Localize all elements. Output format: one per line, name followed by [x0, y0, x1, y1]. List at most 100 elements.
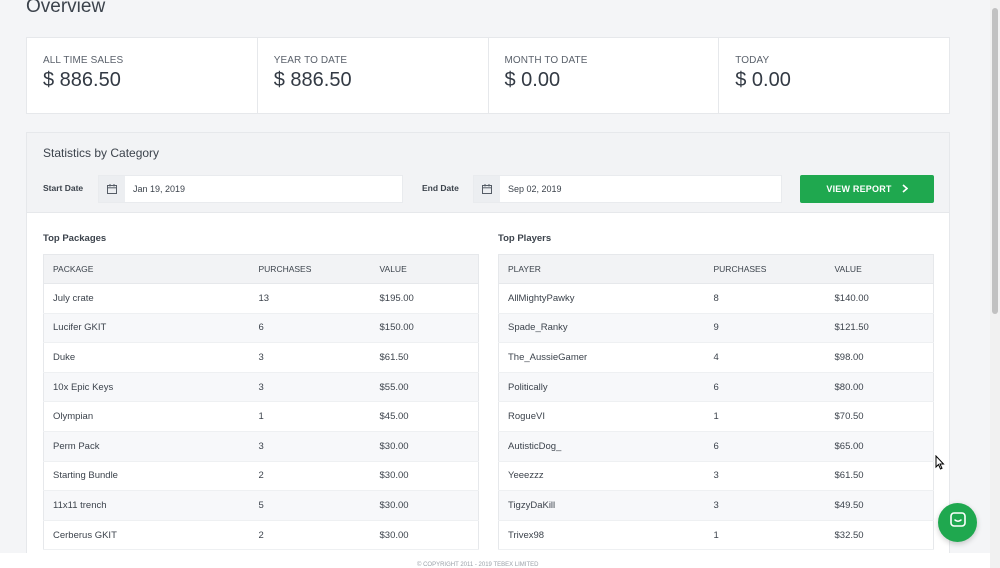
purchase-count: 3	[713, 490, 835, 521]
calendar-icon[interactable]	[474, 176, 500, 202]
purchase-count: 3	[258, 372, 380, 403]
player-name: Politically	[498, 372, 714, 403]
chat-icon	[949, 511, 967, 534]
mouse-cursor-icon	[935, 454, 945, 476]
stat-value: $ 886.50	[43, 69, 121, 91]
table-row: Olympian 1 $45.00	[43, 401, 479, 432]
table-row: RogueVI 1 $70.50	[498, 401, 934, 432]
table-row: 10x Epic Keys 3 $55.00	[43, 372, 479, 403]
chat-button[interactable]	[938, 503, 977, 542]
package-name: Perm Pack	[43, 431, 259, 462]
purchase-count: 6	[713, 431, 835, 462]
stat-year-to-date: YEAR TO DATE $ 886.50	[258, 38, 489, 113]
stat-label: MONTH TO DATE	[504, 55, 588, 66]
column-header-value[interactable]: VALUE	[834, 254, 934, 284]
stat-value: $ 0.00	[735, 69, 791, 91]
player-value: $32.50	[834, 520, 934, 551]
purchase-count: 6	[713, 372, 835, 403]
package-value: $61.50	[379, 342, 479, 373]
table-row: Cerberus GKIT 2 $30.00	[43, 520, 479, 551]
table-row: The_AussieGamer 4 $98.00	[498, 342, 934, 373]
package-name: Olympian	[43, 401, 259, 432]
player-value: $140.00	[834, 283, 934, 314]
purchase-count: 6	[258, 313, 380, 344]
start-date-label: Start Date	[43, 183, 84, 193]
column-header-player[interactable]: PLAYER	[498, 254, 714, 284]
package-name: Starting Bundle	[43, 461, 259, 492]
player-name: RogueVI	[498, 401, 714, 432]
end-date-picker[interactable]	[473, 175, 782, 203]
column-header-purchases[interactable]: PURCHASES	[258, 254, 380, 284]
sales-stats-card: ALL TIME SALES $ 886.50 YEAR TO DATE $ 8…	[26, 37, 950, 114]
table-row: 11x11 trench 5 $30.00	[43, 490, 479, 521]
category-title: Statistics by Category	[43, 146, 160, 160]
footer-bar	[0, 553, 1000, 568]
purchase-count: 3	[258, 342, 380, 373]
package-name: 10x Epic Keys	[43, 372, 259, 403]
start-date-input[interactable]	[125, 176, 402, 202]
player-name: Spade_Ranky	[498, 313, 714, 344]
player-name: Trivex98	[498, 520, 714, 551]
purchase-count: 2	[258, 520, 380, 551]
top-packages-table: PACKAGE PURCHASES VALUE July crate 13 $195…	[43, 254, 479, 551]
calendar-icon[interactable]	[99, 176, 125, 202]
player-name: AllMightyPawky	[498, 283, 714, 314]
purchase-count: 13	[258, 283, 380, 314]
purchase-count: 9	[713, 313, 835, 344]
view-report-button[interactable]: VIEW REPORT	[800, 175, 934, 203]
stat-value: $ 886.50	[273, 69, 352, 91]
player-name: AutisticDog_	[498, 431, 714, 462]
table-row: Spade_Ranky 9 $121.50	[498, 313, 934, 344]
player-value: $49.50	[834, 490, 934, 521]
purchase-count: 3	[258, 431, 380, 462]
player-value: $70.50	[834, 401, 934, 432]
end-date-label: End Date	[422, 183, 459, 193]
start-date-picker[interactable]	[98, 175, 403, 203]
column-header-value[interactable]: VALUE	[379, 254, 479, 284]
stat-month-to-date: MONTH TO DATE $ 0.00	[489, 38, 720, 113]
copyright-text: © COPYRIGHT 2011 - 2019 TEBEX LIMITED	[417, 562, 539, 568]
purchase-count: 1	[713, 401, 835, 432]
page-title: Overview	[26, 0, 106, 17]
table-header-row: PACKAGE PURCHASES VALUE	[43, 254, 479, 284]
category-filter-bar: Statistics by Category Start Date End Da…	[27, 133, 949, 213]
top-packages-title: Top Packages	[43, 233, 107, 244]
package-name: Duke	[43, 342, 259, 373]
table-row: TigzyDaKill 3 $49.50	[498, 490, 934, 521]
stat-today: TODAY $ 0.00	[719, 38, 949, 113]
player-value: $80.00	[834, 372, 934, 403]
scrollbar-thumb[interactable]	[992, 8, 998, 314]
package-value: $45.00	[379, 401, 479, 432]
end-date-input[interactable]	[500, 176, 781, 202]
player-value: $61.50	[834, 461, 934, 492]
column-header-package[interactable]: PACKAGE	[43, 254, 259, 284]
player-name: TigzyDaKill	[498, 490, 714, 521]
table-row: AutisticDog_ 6 $65.00	[498, 431, 934, 462]
purchase-count: 5	[258, 490, 380, 521]
player-name: The_AussieGamer	[498, 342, 714, 373]
table-row: Duke 3 $61.50	[43, 342, 479, 373]
package-name: July crate	[43, 283, 259, 314]
column-header-purchases[interactable]: PURCHASES	[713, 254, 835, 284]
top-players-title: Top Players	[498, 233, 552, 244]
table-row: July crate 13 $195.00	[43, 283, 479, 314]
package-name: 11x11 trench	[43, 490, 259, 521]
stat-label: TODAY	[735, 55, 770, 66]
package-value: $195.00	[379, 283, 479, 314]
purchase-count: 4	[713, 342, 835, 373]
package-value: $55.00	[379, 372, 479, 403]
chevron-right-icon	[902, 183, 908, 195]
stat-all-time-sales: ALL TIME SALES $ 886.50	[27, 38, 258, 113]
package-name: Lucifer GKIT	[43, 313, 259, 344]
table-row: Yeeezzz 3 $61.50	[498, 461, 934, 492]
player-value: $65.00	[834, 431, 934, 462]
package-value: $150.00	[379, 313, 479, 344]
table-row: Starting Bundle 2 $30.00	[43, 461, 479, 492]
purchase-count: 3	[713, 461, 835, 492]
table-row: Lucifer GKIT 6 $150.00	[43, 313, 479, 344]
purchase-count: 1	[258, 401, 380, 432]
statistics-by-category-card: Statistics by Category Start Date End Da…	[26, 132, 950, 562]
table-header-row: PLAYER PURCHASES VALUE	[498, 254, 934, 284]
player-value: $98.00	[834, 342, 934, 373]
stat-label: YEAR TO DATE	[273, 55, 348, 66]
